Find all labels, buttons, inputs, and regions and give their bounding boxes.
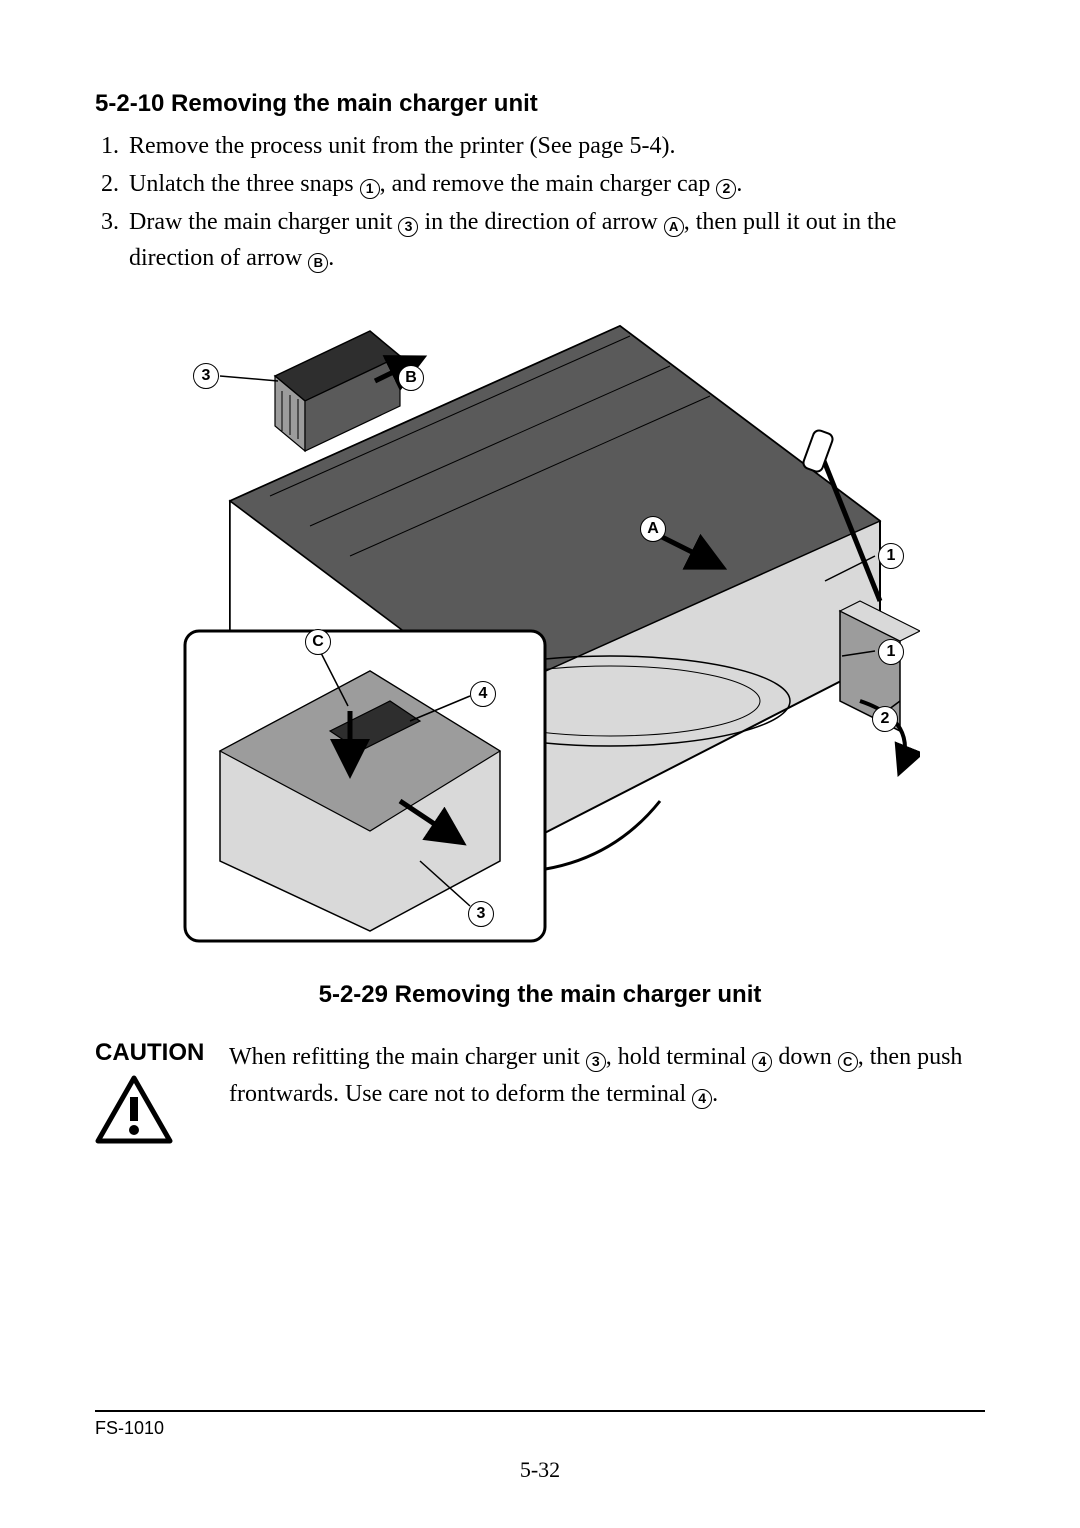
callout-1-inline: 1 xyxy=(360,179,380,199)
figure-caption: 5-2-29 Removing the main charger unit xyxy=(95,981,985,1009)
diagram-svg xyxy=(160,301,920,961)
step-2-text-c: . xyxy=(736,171,742,197)
warning-icon xyxy=(95,1075,205,1145)
section-heading: 5-2-10 Removing the main charger unit xyxy=(95,90,985,118)
caution-e: . xyxy=(712,1081,718,1107)
callout-3b: 3 xyxy=(468,901,494,927)
step-3: Draw the main charger unit 3 in the dire… xyxy=(125,204,985,276)
caution-ref-4: 4 xyxy=(752,1052,772,1072)
figure: 3 B A 1 1 2 C 4 3 xyxy=(160,301,920,961)
footer-model: FS-1010 xyxy=(95,1418,985,1439)
step-2-text-a: Unlatch the three snaps xyxy=(129,171,360,197)
callout-B: B xyxy=(398,365,424,391)
callout-4: 4 xyxy=(470,681,496,707)
callout-2: 2 xyxy=(872,706,898,732)
step-3-text-a: Draw the main charger unit xyxy=(129,209,398,235)
caution-c: down xyxy=(772,1044,837,1070)
step-3-text-d: . xyxy=(328,245,334,271)
step-2-text-b: , and remove the main charger cap xyxy=(380,171,717,197)
step-1-text: Remove the process unit from the printer… xyxy=(129,133,676,159)
callout-2-inline: 2 xyxy=(716,179,736,199)
callout-A-inline: A xyxy=(664,217,684,237)
caution-ref-3: 3 xyxy=(586,1052,606,1072)
page: 5-2-10 Removing the main charger unit Re… xyxy=(0,0,1080,1528)
callout-1b: 1 xyxy=(878,639,904,665)
callout-A: A xyxy=(640,516,666,542)
footer: FS-1010 5-32 xyxy=(95,1410,985,1483)
callout-3-inline: 3 xyxy=(398,217,418,237)
caution-block: CAUTION When refitting the main charger … xyxy=(95,1039,985,1145)
caution-ref-4b: 4 xyxy=(692,1089,712,1109)
caution-left: CAUTION xyxy=(95,1039,205,1145)
callout-C: C xyxy=(305,629,331,655)
caution-label: CAUTION xyxy=(95,1039,205,1067)
page-number: 5-32 xyxy=(95,1457,985,1483)
step-1: Remove the process unit from the printer… xyxy=(125,128,985,164)
caution-b: , hold terminal xyxy=(606,1044,753,1070)
caution-text: When refitting the main charger unit 3, … xyxy=(229,1039,985,1113)
caution-ref-C: C xyxy=(838,1052,858,1072)
step-2: Unlatch the three snaps 1, and remove th… xyxy=(125,166,985,202)
footer-rule xyxy=(95,1410,985,1412)
callout-B-inline: B xyxy=(308,253,328,273)
caution-a: When refitting the main charger unit xyxy=(229,1044,586,1070)
callout-3: 3 xyxy=(193,363,219,389)
callout-1a: 1 xyxy=(878,543,904,569)
instruction-list: Remove the process unit from the printer… xyxy=(95,128,985,276)
step-3-text-b: in the direction of arrow xyxy=(418,209,663,235)
